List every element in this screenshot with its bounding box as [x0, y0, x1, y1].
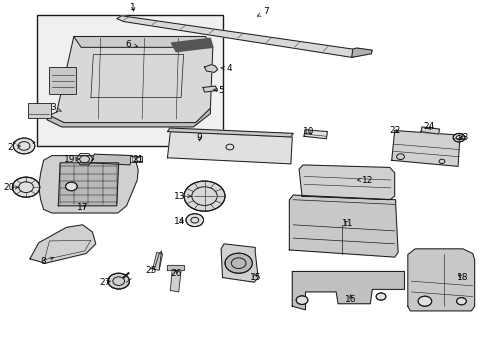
- Bar: [130, 156, 142, 162]
- Text: 13: 13: [174, 192, 191, 201]
- Text: 26: 26: [170, 269, 182, 278]
- Text: 20: 20: [4, 183, 19, 192]
- Polygon shape: [171, 39, 212, 51]
- Text: 3: 3: [50, 103, 61, 112]
- Text: 12: 12: [357, 176, 372, 185]
- Polygon shape: [49, 37, 212, 123]
- Text: 4: 4: [220, 64, 231, 73]
- Text: 25: 25: [145, 266, 156, 275]
- Polygon shape: [221, 244, 258, 282]
- Text: 22: 22: [388, 126, 400, 135]
- Circle shape: [452, 134, 464, 142]
- Circle shape: [185, 214, 203, 226]
- Polygon shape: [289, 195, 397, 257]
- Polygon shape: [58, 163, 119, 206]
- Bar: [27, 103, 51, 118]
- Circle shape: [296, 296, 307, 305]
- Text: 21: 21: [132, 155, 143, 164]
- Circle shape: [375, 293, 385, 300]
- Text: 11: 11: [342, 219, 353, 228]
- Circle shape: [13, 138, 35, 154]
- Polygon shape: [30, 225, 96, 263]
- Text: 27: 27: [100, 278, 111, 287]
- Text: 1: 1: [130, 3, 136, 12]
- Circle shape: [417, 296, 431, 306]
- Text: 19: 19: [64, 155, 79, 164]
- Polygon shape: [292, 271, 404, 310]
- Circle shape: [12, 177, 40, 197]
- Polygon shape: [304, 130, 327, 139]
- Text: 6: 6: [125, 40, 137, 49]
- Text: 17: 17: [77, 203, 88, 212]
- Text: 8: 8: [41, 257, 54, 266]
- Bar: [37, 15, 222, 146]
- Polygon shape: [167, 265, 183, 270]
- Circle shape: [456, 298, 466, 305]
- Polygon shape: [203, 86, 217, 92]
- Bar: [49, 67, 76, 94]
- Polygon shape: [153, 252, 162, 270]
- Polygon shape: [351, 48, 371, 57]
- Circle shape: [224, 253, 252, 273]
- Polygon shape: [204, 64, 217, 72]
- Text: 18: 18: [456, 273, 468, 282]
- Text: 16: 16: [345, 294, 356, 303]
- Polygon shape: [117, 16, 356, 57]
- Polygon shape: [167, 132, 292, 164]
- Text: 9: 9: [196, 133, 202, 142]
- Polygon shape: [47, 108, 210, 127]
- Text: 23: 23: [456, 133, 468, 142]
- Circle shape: [65, 182, 77, 191]
- Text: 7: 7: [257, 7, 269, 16]
- Polygon shape: [420, 127, 439, 134]
- Text: 2: 2: [8, 143, 20, 152]
- Circle shape: [183, 181, 224, 211]
- Text: 10: 10: [303, 127, 314, 136]
- Bar: [132, 157, 140, 161]
- Polygon shape: [91, 154, 132, 165]
- Polygon shape: [391, 131, 459, 166]
- Polygon shape: [407, 249, 474, 311]
- Text: 15: 15: [249, 273, 261, 282]
- Polygon shape: [170, 269, 181, 292]
- Circle shape: [108, 273, 129, 289]
- Polygon shape: [167, 128, 293, 137]
- Polygon shape: [74, 37, 212, 47]
- Text: 24: 24: [422, 122, 433, 131]
- Text: 5: 5: [213, 86, 224, 95]
- Polygon shape: [39, 156, 138, 213]
- Polygon shape: [299, 165, 394, 200]
- Text: 14: 14: [174, 217, 185, 226]
